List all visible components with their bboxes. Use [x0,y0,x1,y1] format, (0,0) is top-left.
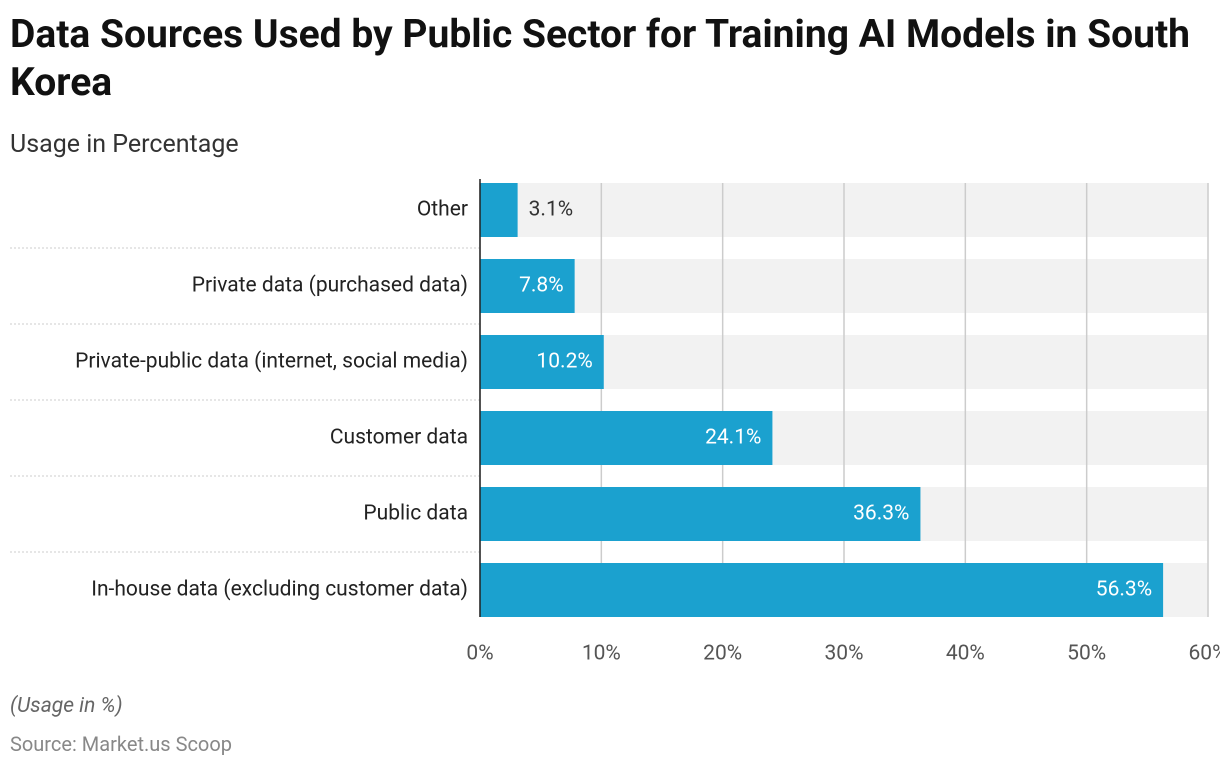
y-tick-label: Customer data [330,426,468,450]
x-tick-label: 20% [703,642,742,666]
data-label: 10.2% [536,350,592,374]
y-tick-label: Public data [363,502,468,526]
bar [480,411,773,465]
y-tick-label: Private data (purchased data) [192,274,468,298]
source: Source: Market.us Scoop [10,732,232,756]
y-tick-label: In-house data (excluding customer data) [91,578,468,602]
y-tick-label: Private-public data (internet, social me… [75,350,468,374]
x-tick-label: 40% [946,642,985,666]
x-tick-label: 60% [1189,642,1220,666]
data-label: 56.3% [1096,578,1152,602]
x-tick-label: 0% [466,642,493,666]
chart-subtitle: Usage in Percentage [10,130,239,159]
x-tick-label: 50% [1067,642,1106,666]
y-tick-label: Other [417,198,468,222]
data-label: 3.1% [529,198,574,222]
x-tick-label: 30% [825,642,864,666]
bar [480,563,1164,617]
bar [480,259,575,313]
bar [480,335,604,389]
chart-title: Data Sources Used by Public Sector for T… [10,11,1190,105]
note: (Usage in %) [10,694,123,718]
data-label: 7.8% [519,274,564,298]
x-tick-label: 10% [582,642,621,666]
data-label: 24.1% [705,426,761,450]
bar [480,183,518,237]
bar [480,487,921,541]
data-label: 36.3% [853,502,909,526]
